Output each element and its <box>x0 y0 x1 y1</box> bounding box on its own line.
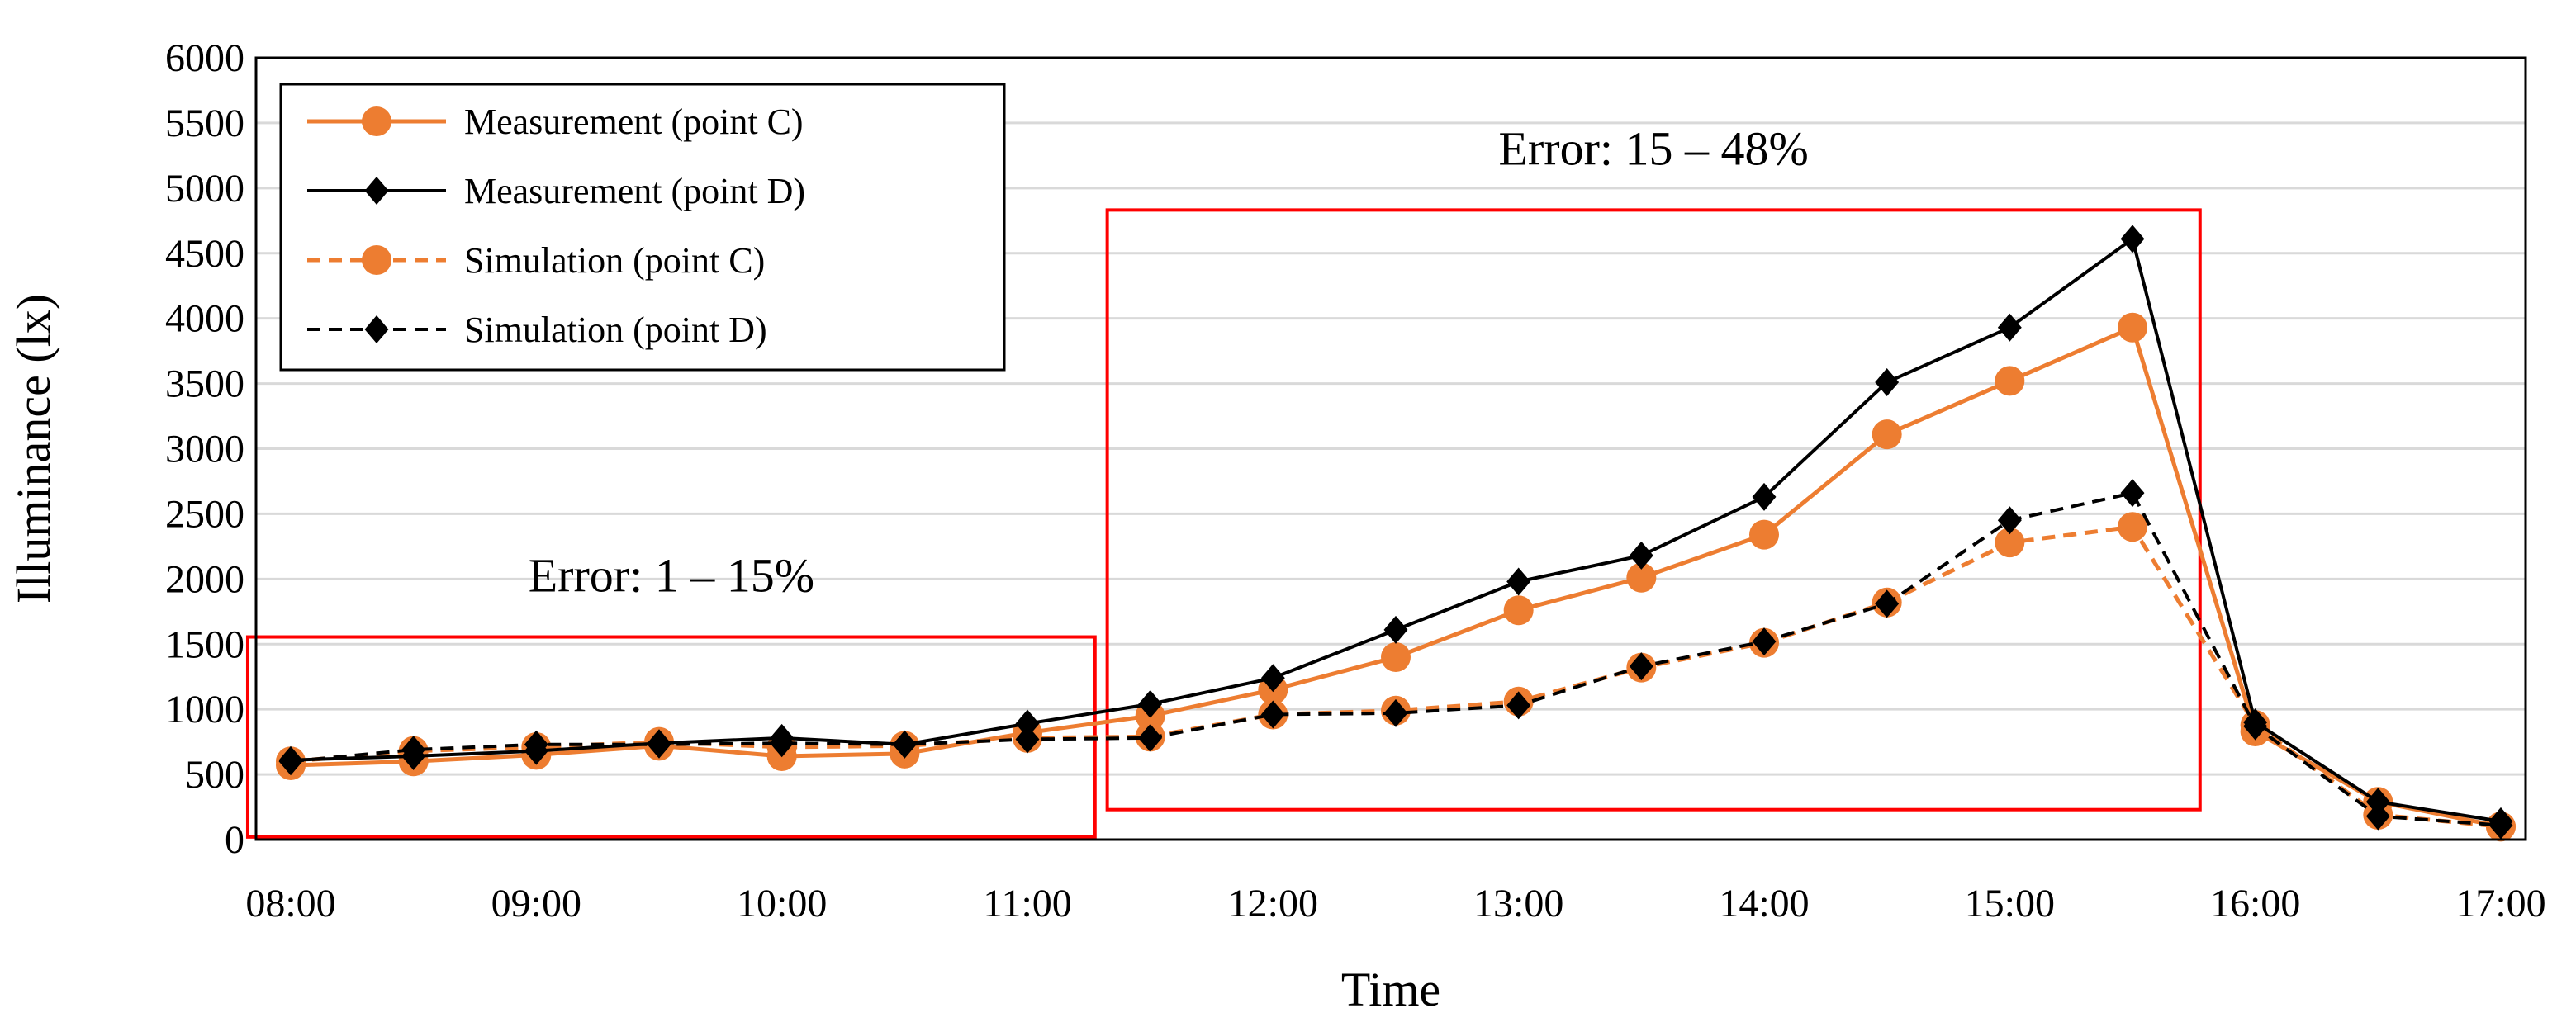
data-point-circle <box>1503 595 1534 626</box>
data-point-diamond <box>1383 615 1408 644</box>
data-point-diamond <box>1875 368 1900 397</box>
y-tick-label: 4500 <box>165 232 244 276</box>
data-point-diamond <box>770 729 795 758</box>
data-point-circle <box>362 106 391 136</box>
data-point-circle <box>1872 419 1902 450</box>
data-point-diamond <box>278 747 303 776</box>
data-point-diamond <box>1997 506 2022 535</box>
data-point-diamond <box>1875 589 1900 618</box>
data-point-diamond <box>1015 725 1040 754</box>
error-range-label: Error: 15 – 48% <box>1499 121 1809 175</box>
data-point-diamond <box>1138 689 1163 718</box>
data-point-circle <box>2118 512 2147 542</box>
data-point-diamond <box>2120 225 2145 253</box>
x-tick-label: 16:00 <box>2210 882 2300 925</box>
legend-box <box>279 83 1006 372</box>
y-tick-label: 5000 <box>165 167 244 211</box>
x-tick-label: 13:00 <box>1473 882 1563 925</box>
data-point-diamond <box>1138 723 1163 752</box>
y-tick-label: 2000 <box>165 557 244 601</box>
data-point-diamond <box>1629 541 1653 570</box>
data-point-diamond <box>892 730 917 759</box>
x-axis-title: Time <box>1341 963 1440 1016</box>
data-point-diamond <box>401 736 426 764</box>
legend-label: Measurement (point D) <box>464 171 805 211</box>
data-point-diamond <box>647 730 671 759</box>
y-tick-label: 1000 <box>165 688 244 731</box>
x-tick-label: 09:00 <box>491 882 581 925</box>
data-point-circle <box>1626 562 1657 593</box>
series-simulation-point-d <box>278 479 2513 840</box>
y-tick-label: 5500 <box>165 102 244 145</box>
x-tick-label: 17:00 <box>2455 882 2545 925</box>
x-tick-label: 12:00 <box>1228 882 1318 925</box>
y-tick-label: 6000 <box>165 36 244 80</box>
x-axis-ticks: 08:00 09:00 10:00 11:00 12:00 13:00 14:00 15:00… <box>245 882 2545 925</box>
x-tick-label: 10:00 <box>737 882 827 925</box>
data-point-diamond <box>1015 709 1040 738</box>
y-tick-label: 2500 <box>165 492 244 536</box>
plot-area-border <box>254 56 2527 841</box>
error-annotations: Error: 1 – 15% Error: 15 – 48% <box>245 121 2202 839</box>
y-tick-label: 4000 <box>165 297 244 341</box>
legend-label: Simulation (point D) <box>464 310 767 350</box>
data-point-diamond <box>524 730 548 759</box>
data-point-diamond <box>1752 482 1777 511</box>
data-point-diamond <box>2365 788 2390 816</box>
data-point-diamond <box>1997 313 2022 342</box>
x-tick-label: 14:00 <box>1719 882 1809 925</box>
data-point-circle <box>2118 312 2147 343</box>
x-tick-label: 08:00 <box>245 882 335 925</box>
y-tick-label: 1500 <box>165 622 244 666</box>
data-point-diamond <box>1752 627 1777 656</box>
data-point-diamond <box>364 177 389 205</box>
data-point-diamond <box>1260 664 1285 693</box>
data-point-diamond <box>1629 652 1653 681</box>
x-tick-label: 11:00 <box>983 882 1072 925</box>
y-tick-label: 3000 <box>165 428 244 471</box>
data-point-diamond <box>2120 479 2145 508</box>
legend-label: Simulation (point C) <box>464 240 765 281</box>
y-tick-label: 0 <box>225 818 244 862</box>
data-point-circle <box>362 245 391 275</box>
y-tick-label: 500 <box>185 753 244 797</box>
data-point-diamond <box>2488 811 2513 840</box>
data-point-diamond <box>1383 698 1408 727</box>
error-range-label: Error: 1 – 15% <box>529 549 814 603</box>
data-point-diamond <box>1506 691 1531 720</box>
data-series <box>276 225 2516 842</box>
data-point-circle <box>1995 528 2025 558</box>
legend-label: Measurement (point C) <box>464 102 804 142</box>
data-point-diamond <box>364 315 389 343</box>
legend: Measurement (point C) Measurement (point … <box>279 83 1006 372</box>
data-point-diamond <box>1260 700 1285 729</box>
x-tick-label: 15:00 <box>1965 882 2055 925</box>
y-axis-ticks: 0 500 1000 1500 2000 2500 3000 3500 4000 4500 5000… <box>165 36 244 862</box>
data-point-circle <box>1749 519 1779 550</box>
y-tick-label: 3500 <box>165 362 244 406</box>
data-point-diamond <box>2365 802 2390 831</box>
data-point-diamond <box>2243 712 2268 741</box>
data-point-diamond <box>1506 567 1531 596</box>
data-point-circle <box>1995 366 2025 396</box>
data-point-circle <box>1381 642 1411 673</box>
y-axis-title: Illuminance (lx) <box>7 294 60 603</box>
